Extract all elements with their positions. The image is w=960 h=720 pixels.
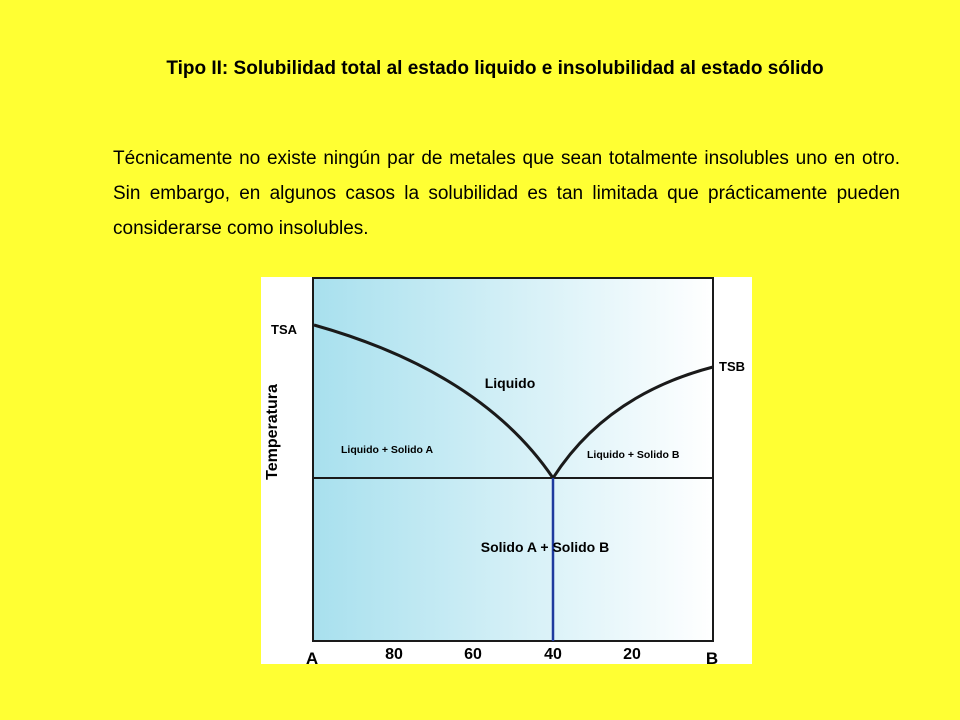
phase-diagram-svg: TSA TSB Liquido Liquido + Solido A Liqui… [261, 277, 752, 664]
tsb-label: TSB [719, 359, 745, 374]
liquid-region-label: Liquido [485, 375, 536, 391]
tsa-label: TSA [271, 322, 298, 337]
phase-diagram: TSA TSB Liquido Liquido + Solido A Liqui… [261, 277, 752, 664]
x-tick-label: 20 [623, 646, 641, 663]
liquid-solid-a-label: Liquido + Solido A [341, 444, 433, 456]
plot-area [312, 277, 714, 642]
x-tick-label: 60 [464, 646, 482, 663]
y-axis-label: Temperatura [264, 384, 281, 480]
x-axis-right-label: B [706, 649, 718, 664]
slide-title: Tipo II: Solubilidad total al estado liq… [166, 58, 824, 79]
x-tick-label: 80 [385, 646, 403, 663]
body-paragraph: Técnicamente no existe ningún par de met… [113, 148, 900, 239]
liquid-solid-b-label: Liquido + Solido B [587, 449, 680, 461]
x-axis-left-label: A [306, 649, 318, 664]
x-tick-label: 40 [544, 646, 562, 663]
liquidus-curve-a [313, 323, 555, 479]
liquidus-curve-b [551, 365, 714, 479]
solid-region-label: Solido A + Solido B [481, 539, 609, 555]
